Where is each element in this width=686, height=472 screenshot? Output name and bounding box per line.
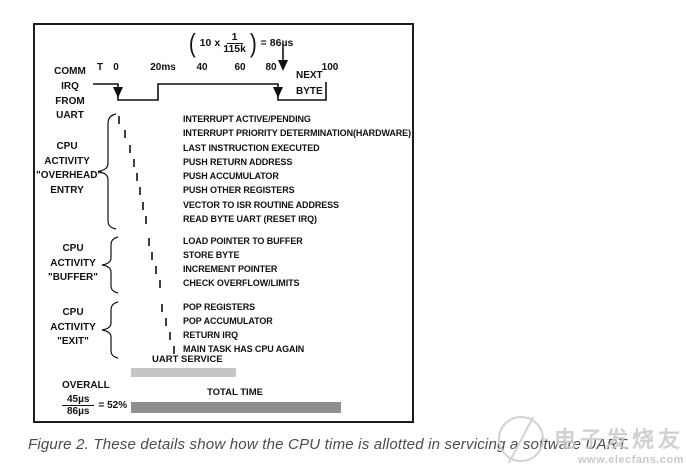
buffer-item: INCREMENT POINTER: [183, 264, 278, 274]
tick-40: 40: [196, 62, 208, 73]
formula-open-paren: (: [188, 28, 196, 58]
formula-equals: =: [260, 37, 267, 49]
tick-80: 80: [265, 62, 277, 73]
buffer-group-label: CPU ACTIVITY "BUFFER": [47, 243, 99, 283]
tick-20ms: 20ms: [150, 62, 176, 73]
overhead-item: INTERRUPT ACTIVE/PENDING: [183, 114, 311, 124]
overhead-brace: [97, 113, 117, 230]
formula-denominator: 115k: [223, 42, 246, 55]
comm-irq-label: COMM IRQ FROM UART: [54, 66, 86, 122]
exit-item: POP REGISTERS: [183, 302, 256, 312]
bit-time-formula: ( 10 x 1 115k ) = 86µs: [188, 28, 294, 58]
irq-falling-edge-arrow: [113, 87, 123, 98]
overhead-group-label: CPU ACTIVITY "OVERHEAD" ENTRY: [36, 141, 103, 196]
formula-numerator: 1: [226, 31, 243, 44]
exit-brace: [101, 301, 119, 359]
overall-denominator: 86µs: [67, 406, 90, 417]
overhead-item: READ BYTE UART (RESET IRQ): [183, 214, 317, 224]
buffer-item: CHECK OVERFLOW/LIMITS: [183, 278, 300, 288]
exit-group-label: CPU ACTIVITY "EXIT": [50, 307, 96, 347]
buffer-item: LOAD POINTER TO BUFFER: [183, 236, 303, 246]
total-time-bar: [131, 402, 341, 413]
diagram-border-box: [33, 23, 414, 423]
tick-60: 60: [234, 62, 246, 73]
overall-numerator: 45µs: [62, 394, 95, 406]
overall-result: = 52%: [98, 400, 128, 411]
exit-item: POP ACCUMULATOR: [183, 316, 273, 326]
buffer-item: STORE BYTE: [183, 250, 240, 260]
tick-100: 100: [321, 62, 339, 73]
buffer-brace: [101, 236, 119, 294]
overhead-item: LAST INSTRUCTION EXECUTED: [183, 143, 320, 153]
next-byte-line1: NEXT: [296, 70, 323, 81]
exit-item: RETURN IRQ: [183, 330, 238, 340]
overall-fraction: 45µs 86µs = 52%: [62, 394, 127, 417]
overhead-item: PUSH ACCUMULATOR: [183, 171, 279, 181]
overhead-item: PUSH RETURN ADDRESS: [183, 157, 293, 167]
tick-T: T: [96, 62, 104, 73]
formula-close-paren: ): [249, 28, 257, 58]
figure-caption: Figure 2. These details show how the CPU…: [28, 436, 630, 453]
overhead-item: PUSH OTHER REGISTERS: [183, 185, 295, 195]
formula-fraction: 1 115k: [223, 31, 246, 55]
next-byte-falling-edge-arrow: [273, 87, 283, 98]
next-byte-line2: BYTE: [296, 86, 323, 97]
exit-item: MAIN TASK HAS CPU AGAIN: [183, 344, 305, 354]
total-time-label: TOTAL TIME: [207, 387, 263, 398]
watermark-url: www.elecfans.com: [577, 454, 684, 466]
time-staircase-ticks: [118, 116, 175, 354]
watermark: 电子发烧友 www.elecfans.com: [554, 422, 684, 466]
watermark-logo-icon: [498, 416, 544, 462]
uart-service-label: UART SERVICE: [152, 354, 223, 365]
formula-times: x: [214, 37, 221, 49]
watermark-cn-text: 电子发烧友: [553, 427, 684, 452]
formula-arrow-head: [278, 60, 288, 71]
irq-waveform: [93, 82, 327, 101]
overhead-item: INTERRUPT PRIORITY DETERMINATION(HARDWAR…: [183, 128, 411, 138]
formula-base: 10: [199, 37, 212, 49]
uart-service-bar: [131, 368, 236, 377]
formula-result: 86µs: [269, 37, 294, 49]
tick-0: 0: [113, 62, 119, 73]
overall-label: OVERALL: [62, 380, 110, 391]
overhead-item: VECTOR TO ISR ROUTINE ADDRESS: [183, 200, 339, 210]
